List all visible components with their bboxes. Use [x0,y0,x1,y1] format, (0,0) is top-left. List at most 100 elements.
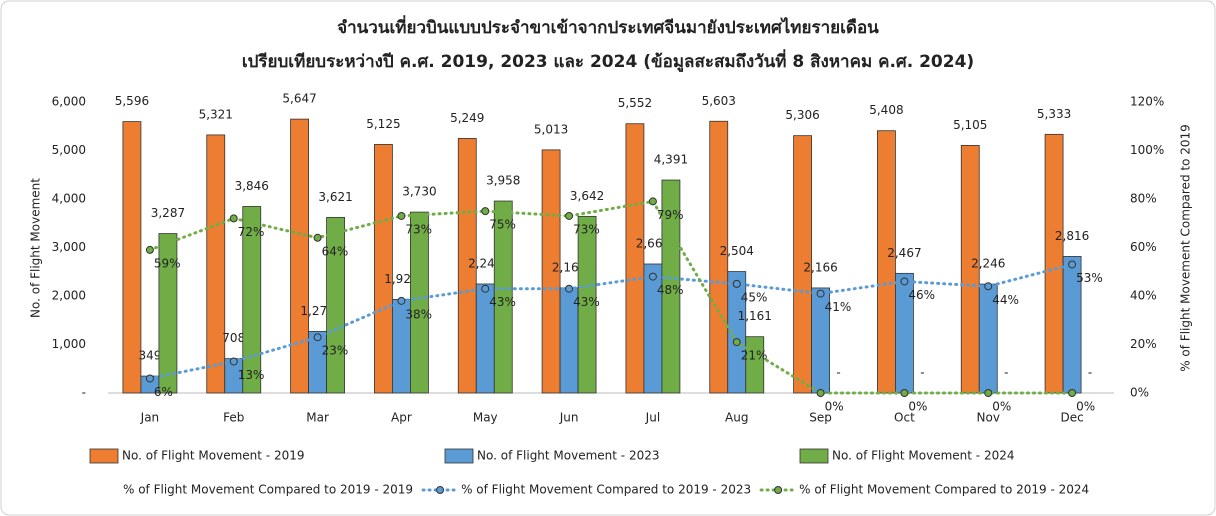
bar [745,336,765,394]
bar [206,134,226,394]
y-tick-label: 6,000 [52,95,86,109]
legend-label: No. of Flight Movement - 2023 [477,449,660,463]
legend-swatch [444,448,474,464]
line-value-label: 0% [908,400,927,414]
y-tick-label: 2,000 [52,289,86,303]
y2-tick-label: 20% [1130,337,1157,351]
line-marker [397,211,406,220]
line-marker [565,211,574,220]
line-value-label: 13% [238,368,265,382]
bar-value-label: 2,467 [887,246,921,260]
y2-tick-label: 100% [1130,143,1164,157]
bar-value-label: 2,246 [971,257,1005,271]
line-value-label: 59% [154,256,181,270]
legend-label: No. of Flight Movement - 2024 [832,449,1015,463]
bar [793,135,812,394]
y-tick-label: 5,000 [52,143,86,157]
line-marker [145,374,154,383]
line-marker [648,272,657,281]
line-value-label: 23% [322,344,349,358]
legend-marker [774,486,783,494]
x-tick-label: Jul [645,411,660,425]
bar-value-label: 349 [138,349,161,363]
bar-value-label: 5,306 [785,108,819,122]
bar [374,144,393,394]
line-value-label: 64% [322,244,349,258]
line-marker [313,333,322,342]
line-value-label: 45% [741,290,768,304]
y2-tick-label: 40% [1130,289,1157,303]
line-value-label: 0% [1076,400,1095,414]
chart-title: จำนวนเที่ยวบินแบบประจำขาเข้าจากประเทศจีน… [337,15,879,38]
line-marker [732,279,741,288]
bar-value-label: 3,621 [318,190,352,204]
bar [290,118,309,394]
bar-value-label: - [920,366,924,380]
legend-label: % of Flight Movement Compared to 2019 - … [123,483,413,497]
bar [158,233,178,394]
bar [122,121,142,394]
bar-value-label: 5,333 [1037,107,1071,121]
x-tick-label: Mar [306,411,329,425]
bar-value-label: 2,168 [552,260,586,274]
bar-value-label: 5,321 [199,107,233,121]
line-marker [984,389,993,397]
line-marker [1068,260,1077,269]
x-tick-label: Jun [559,411,579,425]
line-marker [732,338,741,347]
line-value-label: 44% [992,293,1019,307]
bar [577,215,597,394]
line-value-label: 41% [825,300,852,314]
bar-value-label: - [1004,366,1008,380]
line-marker [816,389,825,397]
bar-value-label: 3,642 [570,189,604,203]
bar-value-label: 1,271 [300,304,334,318]
bar [493,200,513,394]
line-marker [565,284,574,293]
line-marker [145,245,154,254]
y2-tick-label: 80% [1130,192,1157,206]
x-tick-label: Jan [140,411,160,425]
x-tick-label: Nov [977,411,1000,425]
bar [877,130,896,394]
line-marker [229,214,238,223]
bar-value-label: 2,816 [1055,229,1089,243]
y-tick-label: 4,000 [52,192,86,206]
y-axis-label: No. of Flight Movement [29,178,43,318]
line-value-label: 21% [741,349,768,363]
line-value-label: 43% [573,295,600,309]
line [148,262,1074,380]
bar-value-label: 2,504 [720,244,754,258]
bar-value-label: 2,166 [803,260,837,274]
line-marker [816,289,825,298]
bar-value-label: 5,552 [618,96,652,110]
line-value-label: 75% [489,218,516,232]
line-marker [1068,389,1077,397]
bar [326,216,345,394]
bar-value-label: 5,647 [282,92,316,106]
bar-value-label: 2,248 [468,256,502,270]
bar-value-label: 708 [222,331,245,345]
legend-marker [436,486,445,494]
line-marker [900,277,909,286]
y2-tick-label: 60% [1130,240,1157,254]
line-value-label: 79% [657,208,684,222]
line-value-label: 48% [657,283,684,297]
bar [709,120,729,394]
line-value-label: 0% [825,400,844,414]
x-tick-label: Aug [725,411,748,425]
bar [1044,133,1064,394]
legend-label: % of Flight Movement Compared to 2019 - … [461,483,751,497]
x-tick-label: May [473,411,498,425]
x-tick-label: Apr [391,411,412,425]
line-marker [397,296,406,305]
line-marker [229,357,238,366]
line-marker [313,233,322,242]
line-value-label: 0% [992,400,1011,414]
y2-axis-label: % of Flight Movement Compared to 2019 [1179,124,1193,372]
legend-swatch [89,448,119,464]
line-marker [900,389,909,397]
bar [242,206,262,394]
y-tick-label: - [82,386,86,400]
legend-label: % of Flight Movement Compared to 2019 - … [799,483,1089,497]
